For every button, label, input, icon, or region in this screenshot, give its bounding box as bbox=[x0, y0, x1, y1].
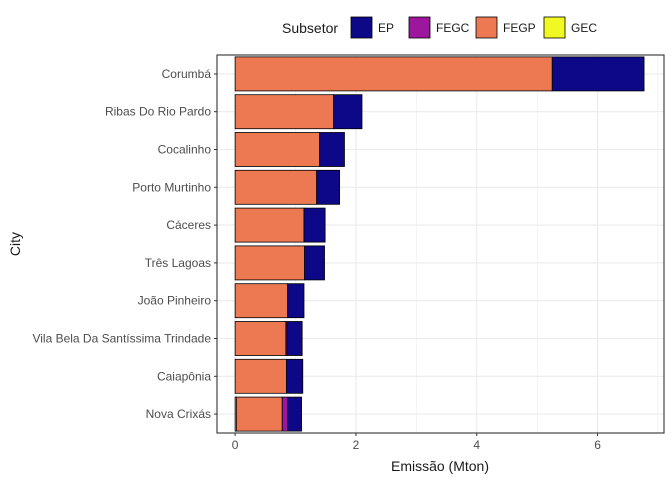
y-tick-label: Vila Bela Da Santíssima Trindade bbox=[32, 332, 211, 346]
y-tick-label: Cocalinho bbox=[158, 143, 212, 157]
y-tick-label: Nova Crixás bbox=[146, 407, 211, 421]
bar-segment-ep bbox=[304, 245, 325, 281]
x-tick-label: 0 bbox=[232, 438, 239, 452]
legend-key-fegp bbox=[475, 16, 498, 39]
x-axis: 0 2 4 6 bbox=[232, 433, 601, 452]
bar-segment-ep bbox=[319, 132, 345, 167]
legend-title: Subsetor bbox=[282, 20, 338, 36]
y-tick-label: Ribas Do Rio Pardo bbox=[105, 105, 211, 119]
legend-label-fegc: FEGC bbox=[436, 21, 470, 35]
bar-segment-fegp bbox=[234, 169, 318, 205]
plot-border bbox=[216, 54, 665, 434]
legend-key-ep bbox=[350, 16, 373, 39]
bar-segment-ep bbox=[287, 396, 302, 432]
y-tick-label: Caiapônia bbox=[157, 369, 211, 383]
bar-segment-ep bbox=[303, 207, 326, 243]
legend-key-fegc bbox=[408, 16, 431, 39]
x-tick-label: 4 bbox=[473, 438, 480, 452]
y-tick-label: Corumbá bbox=[162, 67, 212, 81]
bar-segment-fegp bbox=[234, 321, 287, 356]
y-tick-label: Três Lagoas bbox=[145, 256, 211, 270]
y-tick-label: Cáceres bbox=[166, 218, 211, 232]
bars bbox=[234, 56, 645, 432]
x-tick-label: 2 bbox=[353, 438, 360, 452]
bar-segment-ep bbox=[287, 283, 305, 319]
bar-segment-fegp bbox=[234, 283, 289, 319]
bar-segment-fegp bbox=[234, 56, 553, 92]
x-tick-label: 6 bbox=[594, 438, 601, 452]
bar-segment-fegp bbox=[234, 207, 305, 243]
bar-segment-fegp bbox=[234, 245, 305, 281]
bar-segment-fegc bbox=[281, 396, 289, 432]
legend-key-gec bbox=[543, 16, 566, 39]
bar-segment-ep bbox=[316, 169, 341, 205]
x-axis-title: Emissão (Mton) bbox=[391, 458, 489, 474]
legend-label-gec: GEC bbox=[571, 21, 597, 35]
bar-segment-fegp bbox=[234, 94, 334, 130]
bar-segment-ep bbox=[333, 94, 363, 130]
bar-segment-fegp bbox=[235, 396, 283, 432]
legend-label-ep: EP bbox=[378, 21, 394, 35]
bar-segment-ep bbox=[286, 321, 303, 356]
bar-segment-ep bbox=[286, 358, 304, 394]
legend: Subsetor EP FEGC FEGP GEC bbox=[282, 16, 597, 39]
bar-segment-fegp bbox=[234, 358, 287, 394]
y-axis-title: City bbox=[7, 232, 23, 256]
bar-segment-fegp bbox=[234, 132, 321, 167]
y-tick-label: Porto Murtinho bbox=[132, 180, 211, 194]
legend-label-fegp: FEGP bbox=[503, 21, 536, 35]
y-tick-label: João Pinheiro bbox=[138, 294, 212, 308]
bar-segment-ep bbox=[551, 56, 645, 92]
y-axis: Corumbá Ribas Do Rio Pardo Cocalinho Porto … bbox=[32, 67, 217, 421]
